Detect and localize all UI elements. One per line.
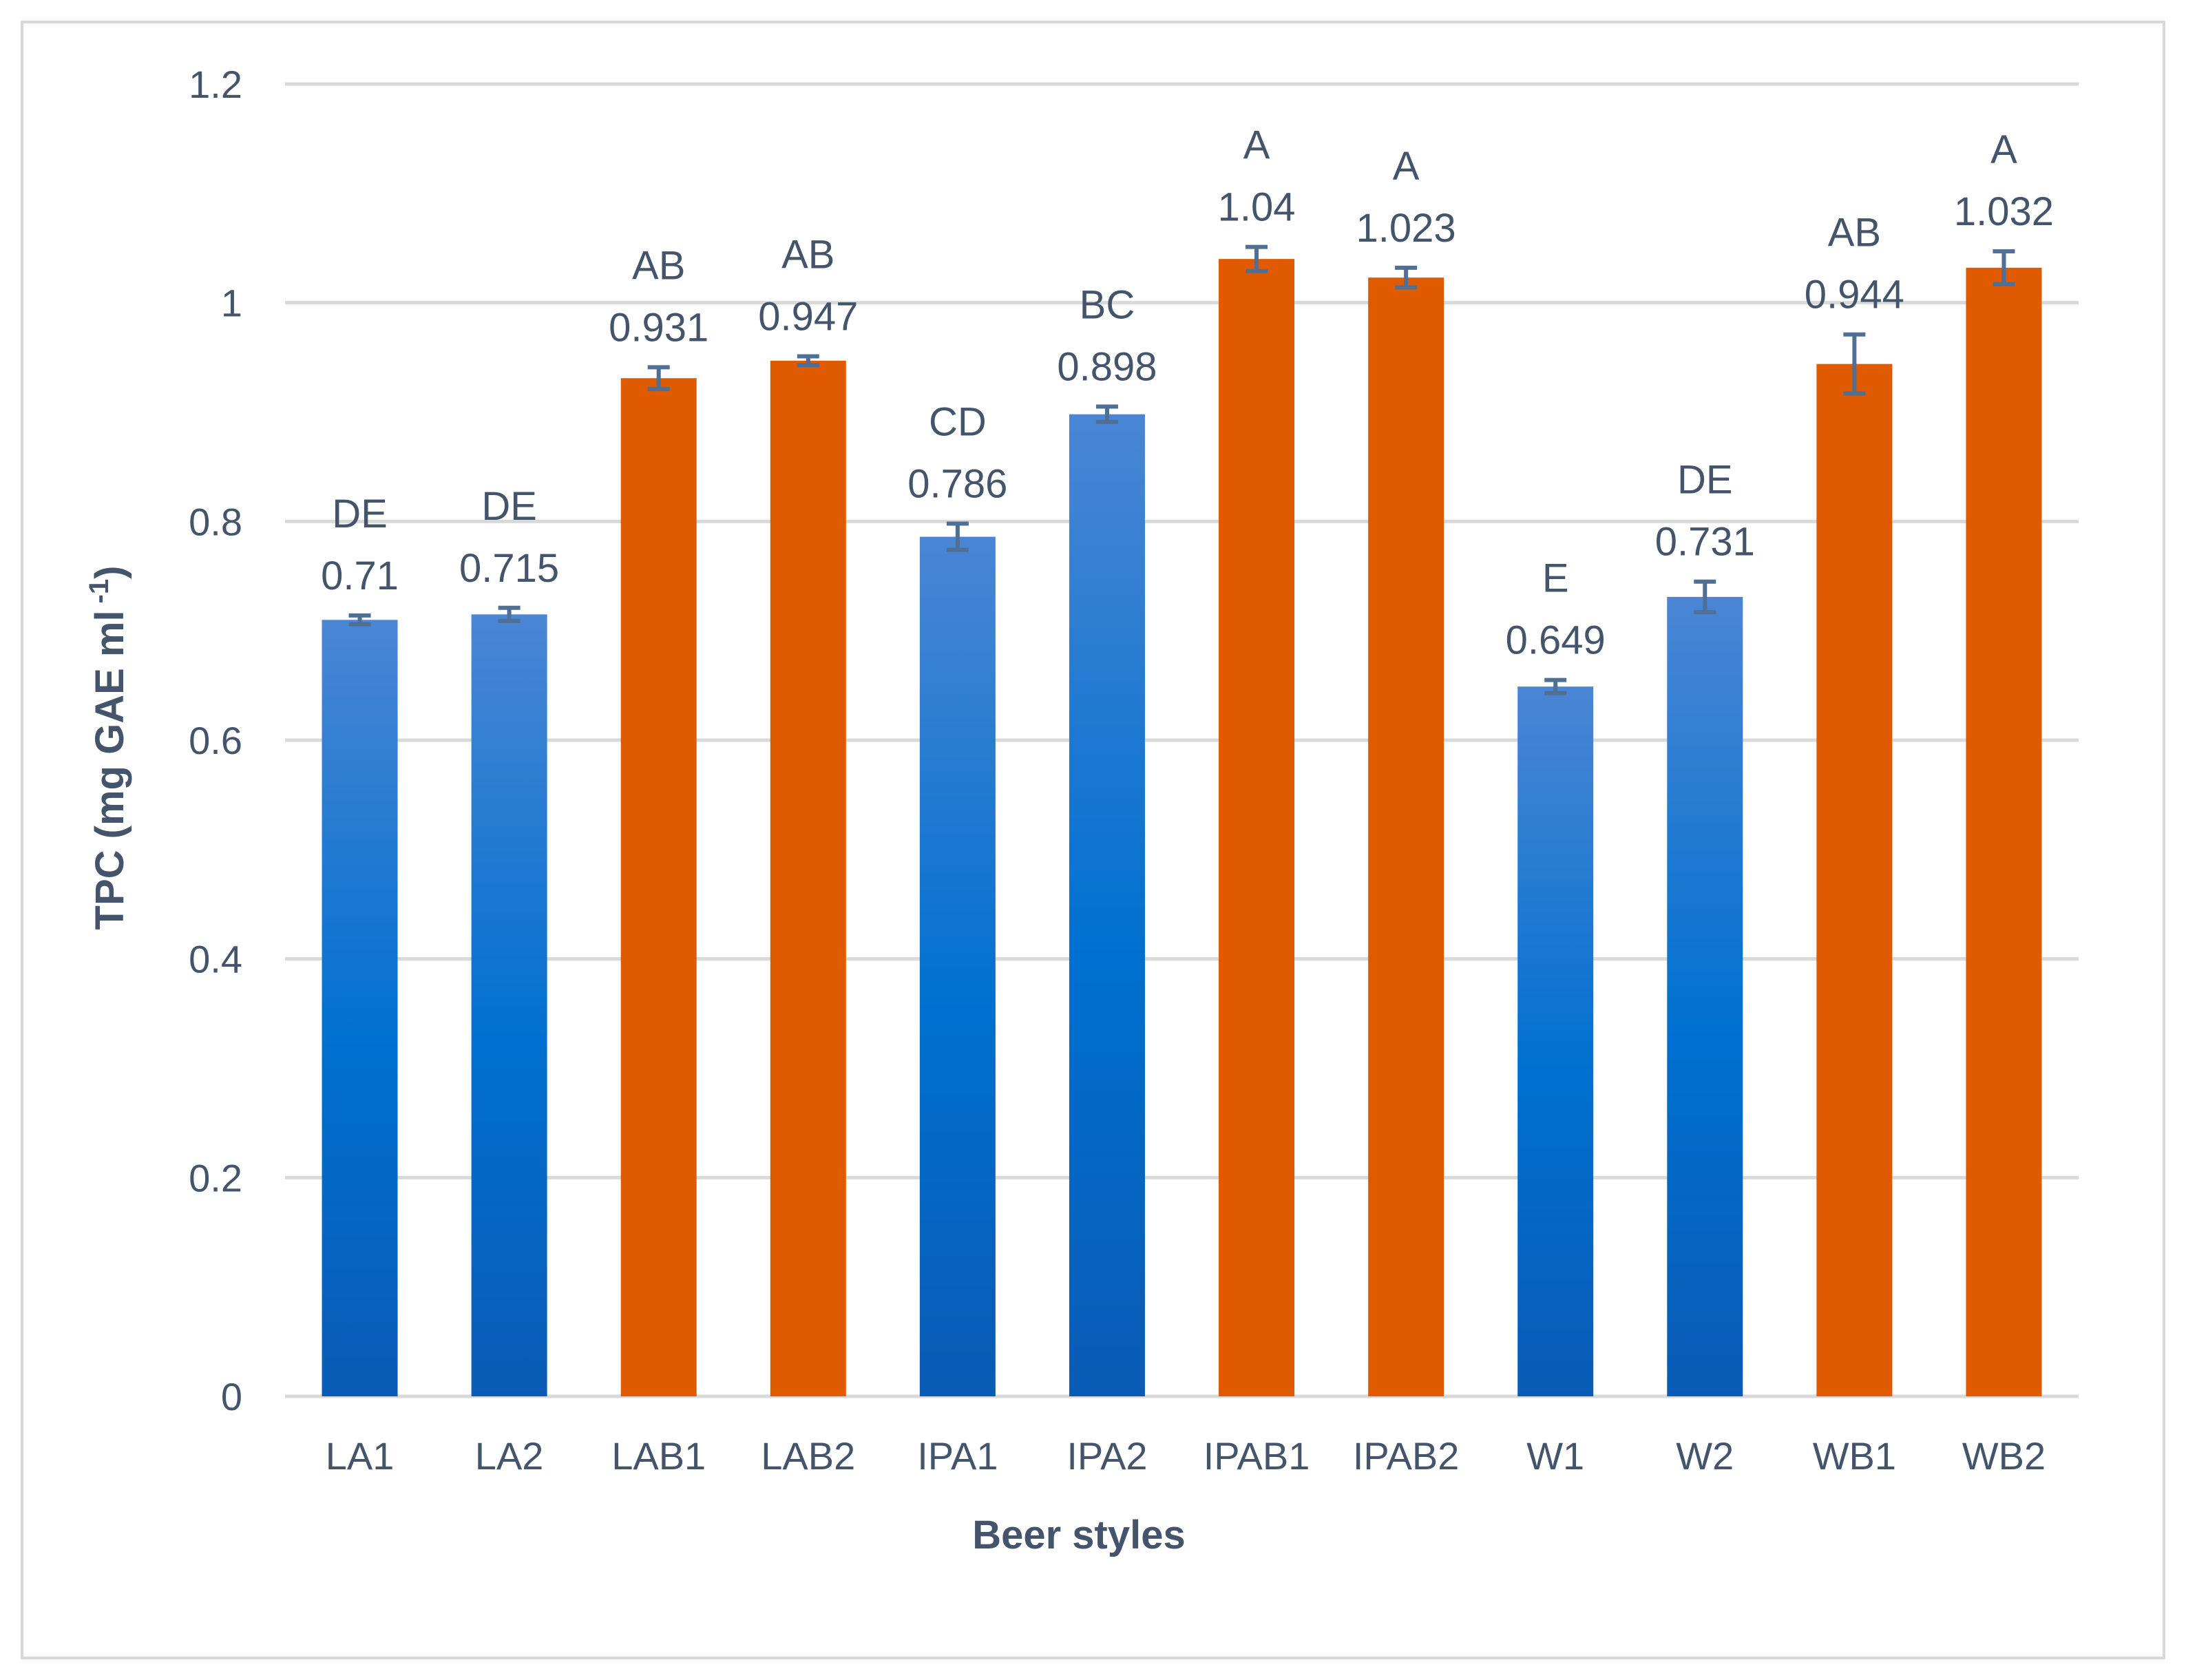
bar-lab2	[770, 360, 846, 1396]
group-letter-label: DE	[481, 484, 537, 529]
y-axis-title-close: )	[87, 566, 132, 579]
group-letter-label: AB	[632, 243, 685, 288]
data-label: 1.04	[1218, 185, 1296, 230]
y-tick-label: 0.4	[189, 938, 242, 981]
x-tick-label: IPAB2	[1353, 1434, 1460, 1478]
x-axis-title: Beer styles	[972, 1513, 1186, 1557]
labels: 0 0.2 0.4 0.6 0.8 1 1.2 0.71 DE LA1 0.715 DE LA2 0.93…	[189, 63, 2054, 1478]
group-letter-label: DE	[332, 492, 388, 536]
chart-frame: 0 0.2 0.4 0.6 0.8 1 1.2 0.71 DE LA1 0.715 DE LA2 0.93…	[21, 21, 2165, 1659]
x-tick-label: LA1	[326, 1434, 395, 1478]
bar-ipa1	[919, 536, 996, 1396]
bar-la2	[471, 614, 547, 1396]
data-label: 0.898	[1057, 345, 1157, 390]
error-bar	[797, 354, 819, 368]
x-tick-label: W2	[1676, 1434, 1734, 1478]
x-tick-label: WB2	[1962, 1434, 2046, 1478]
data-label: 0.649	[1506, 618, 1606, 663]
group-letter-label: BC	[1080, 283, 1135, 328]
data-label: 0.715	[459, 546, 559, 591]
bar-lab1	[620, 378, 697, 1396]
gridlines	[285, 82, 2079, 1398]
y-tick-label: 1	[221, 282, 242, 325]
group-letter-label: E	[1542, 556, 1569, 601]
x-tick-label: W1	[1526, 1434, 1584, 1478]
bar-wb2	[1966, 267, 2042, 1397]
x-tick-label: IPAB1	[1204, 1434, 1310, 1478]
bar-la1	[322, 620, 398, 1396]
y-axis-title-superscript: -1	[84, 579, 114, 604]
group-letter-label: CD	[929, 400, 987, 445]
y-axis-title: TPC (mg GAE ml -1)	[84, 566, 132, 930]
x-tick-label: IPA1	[917, 1434, 998, 1478]
y-axis-title-main: TPC (mg GAE ml	[87, 610, 132, 930]
bar-wb1	[1816, 364, 1893, 1397]
error-bar	[348, 613, 371, 627]
x-tick-label: WB1	[1813, 1434, 1896, 1478]
y-tick-label: 0.6	[189, 719, 242, 762]
data-label: 0.71	[321, 554, 399, 598]
error-bar	[1843, 332, 1866, 396]
group-letter-label: AB	[781, 232, 834, 277]
data-label: 0.931	[609, 305, 708, 350]
bar-ipab1	[1219, 259, 1295, 1397]
group-letter-label: A	[1393, 144, 1420, 189]
group-letter-label: A	[1990, 127, 2017, 172]
x-tick-label: LAB2	[761, 1434, 855, 1478]
x-tick-label: LAB1	[611, 1434, 706, 1478]
y-tick-label: 0	[221, 1375, 242, 1418]
y-tick-label: 0.8	[189, 500, 242, 543]
bars	[322, 244, 2042, 1397]
error-bar	[946, 521, 969, 552]
bar-chart: 0 0.2 0.4 0.6 0.8 1 1.2 0.71 DE LA1 0.715 DE LA2 0.93…	[84, 63, 2079, 1557]
bar-ipab2	[1368, 277, 1444, 1396]
bar-w1	[1517, 686, 1594, 1397]
data-label: 0.944	[1805, 273, 1904, 317]
group-letter-label: AB	[1828, 211, 1881, 255]
group-letter-label: A	[1243, 123, 1270, 168]
error-bar	[1246, 244, 1268, 273]
y-tick-label: 0.2	[189, 1156, 242, 1199]
y-tick-label: 1.2	[189, 63, 242, 106]
data-label: 0.947	[758, 294, 858, 339]
x-tick-label: LA2	[475, 1434, 544, 1478]
error-bar	[1694, 579, 1716, 615]
data-label: 1.023	[1356, 206, 1456, 251]
bar-w2	[1667, 596, 1743, 1396]
x-tick-label: IPA2	[1066, 1434, 1147, 1478]
error-bar	[647, 365, 670, 392]
error-bar	[1544, 678, 1567, 695]
error-bar	[498, 605, 521, 623]
bar-ipa2	[1069, 414, 1145, 1396]
data-label: 0.731	[1655, 520, 1755, 565]
error-bar	[1395, 265, 1418, 290]
group-letter-label: DE	[1677, 458, 1733, 503]
data-label: 0.786	[907, 462, 1007, 507]
error-bar	[1095, 404, 1118, 424]
error-bar	[1993, 249, 2015, 286]
data-label: 1.032	[1954, 189, 2054, 234]
